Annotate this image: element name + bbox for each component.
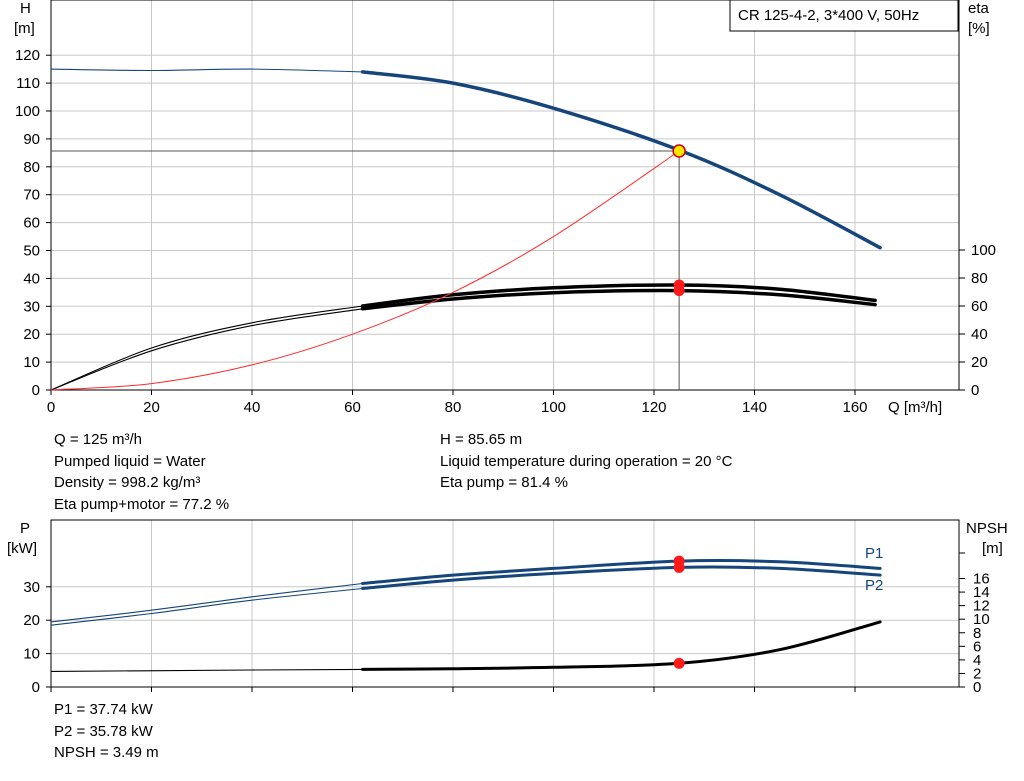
lower-curves xyxy=(50,555,882,672)
npsh-axis-unit: [m] xyxy=(982,540,1003,557)
p2-readout: P2 = 35.78 kW xyxy=(54,722,153,740)
duty-point-marker xyxy=(672,144,686,158)
npsh-curve-thin xyxy=(50,668,363,672)
npsh-tick-label: 16 xyxy=(973,571,990,588)
npsh-curve xyxy=(361,620,882,671)
p2-duty-marker xyxy=(673,561,685,573)
head-tick-label: 0 xyxy=(32,382,40,399)
eta-pump-motor-curve xyxy=(360,288,877,311)
npsh-tick-label: 10 xyxy=(973,611,990,628)
chart-legend-box: CR 125-4-2, 3*400 V, 50Hz xyxy=(729,0,959,32)
head-tick-label: 120 xyxy=(15,47,40,64)
eta-pump-curve xyxy=(360,283,877,308)
head-tick-label: 60 xyxy=(23,215,40,232)
p2-curve xyxy=(361,565,882,590)
x-tick-label: 140 xyxy=(742,399,767,416)
upper-grid xyxy=(51,0,959,390)
pump-model-label: CR 125-4-2, 3*400 V, 50Hz xyxy=(738,7,919,24)
upper-curves xyxy=(50,68,882,391)
npsh-tick-label: 0 xyxy=(973,679,981,696)
lower-grid xyxy=(51,520,959,687)
eta-tick-label: 80 xyxy=(971,270,988,287)
npsh-tick-label: 6 xyxy=(973,638,981,655)
eta-pump-motor-readout: Eta pump+motor = 77.2 % xyxy=(54,495,230,513)
p2-curve-thin xyxy=(50,587,363,626)
head-readout: H = 85.65 m xyxy=(440,431,523,448)
head-tick-label: 80 xyxy=(23,159,40,176)
head-tick-label: 100 xyxy=(15,103,40,120)
p1-curve-label: P1 xyxy=(865,545,883,562)
power-tick-label: 0 xyxy=(32,679,40,696)
npsh-tick-label: 8 xyxy=(973,625,981,642)
flow-axis-label: Q [m³/h] xyxy=(888,399,942,416)
head-tick-label: 110 xyxy=(16,75,40,92)
eta-tick-label: 40 xyxy=(971,326,988,343)
eta-tick-label: 0 xyxy=(971,382,979,399)
eta-axis-unit: [%] xyxy=(968,20,990,37)
head-axis-unit: [m] xyxy=(14,20,35,37)
liquid-temperature-readout: Liquid temperature during operation = 20… xyxy=(440,452,733,470)
eta-tick-label: 60 xyxy=(971,298,988,315)
head-tick-label: 50 xyxy=(23,243,40,260)
power-tick-label: 10 xyxy=(23,646,40,663)
head-tick-label: 30 xyxy=(23,298,40,315)
p2-curve-label: P2 xyxy=(865,577,883,594)
upper-axis-ticks: 0 20 40 60 80 100 120 140 160 0 10 20 30 40 50 60 70 80 90… xyxy=(15,47,996,416)
head-curve-thin xyxy=(50,68,363,73)
head-tick-label: 40 xyxy=(23,270,40,287)
x-tick-label: 120 xyxy=(641,399,666,416)
x-tick-label: 20 xyxy=(143,399,160,416)
lower-plot-frame xyxy=(50,519,960,688)
system-curve-curve xyxy=(50,150,680,391)
power-tick-label: 20 xyxy=(23,612,40,629)
npsh-tick-label: 14 xyxy=(973,584,990,601)
upper-info-right: H = 85.65 m Liquid temperature during op… xyxy=(440,429,732,494)
p1-curve xyxy=(361,558,882,585)
x-tick-label: 40 xyxy=(244,399,261,416)
power-tick-label: 30 xyxy=(23,579,40,596)
head-tick-label: 10 xyxy=(23,354,40,371)
eta-pump-motor-duty-marker xyxy=(673,285,685,297)
flow-readout: Q = 125 m³/h xyxy=(54,431,142,448)
p1-readout: P1 = 37.74 kW xyxy=(54,701,153,718)
head-tick-label: 90 xyxy=(23,131,40,148)
npsh-readout: NPSH = 3.49 m xyxy=(54,744,159,761)
eta-pump-motor-curve-thin xyxy=(50,308,363,391)
lower-info: P1 = 37.74 kW P2 = 35.78 kW NPSH = 3.49 … xyxy=(54,699,159,764)
x-tick-label: 100 xyxy=(541,399,566,416)
eta-tick-label: 20 xyxy=(971,354,988,371)
power-axis-unit: [kW] xyxy=(7,540,37,557)
x-tick-label: 0 xyxy=(47,399,55,416)
x-tick-label: 80 xyxy=(445,399,462,416)
upper-info-left: Q = 125 m³/h Pumped liquid = Water Densi… xyxy=(54,429,229,515)
npsh-duty-marker xyxy=(673,657,685,669)
p1-curve-thin xyxy=(50,582,363,623)
head-tick-label: 20 xyxy=(23,326,40,343)
power-axis-label: P xyxy=(20,520,30,537)
x-tick-label: 160 xyxy=(842,399,867,416)
x-tick-label: 60 xyxy=(344,399,361,416)
eta-tick-label: 100 xyxy=(971,242,996,259)
npsh-tick-label: 4 xyxy=(973,652,981,669)
density-readout: Density = 998.2 kg/m³ xyxy=(54,474,201,491)
head-efficiency-chart: 0 20 40 60 80 100 120 140 160 0 10 20 30 40 50 60 70 80 90… xyxy=(14,0,996,416)
pumped-liquid-readout: Pumped liquid = Water xyxy=(54,452,206,470)
eta-pump-readout: Eta pump = 81.4 % xyxy=(440,474,568,491)
eta-pump-curve-thin xyxy=(50,305,363,391)
eta-axis-label: eta xyxy=(968,0,990,17)
head-tick-label: 70 xyxy=(23,187,40,204)
npsh-tick-label: 2 xyxy=(973,665,981,682)
npsh-tick-label: 12 xyxy=(973,598,990,615)
head-axis-label: H xyxy=(20,0,31,17)
npsh-axis-label: NPSH xyxy=(966,520,1008,537)
head-curve xyxy=(360,70,882,250)
